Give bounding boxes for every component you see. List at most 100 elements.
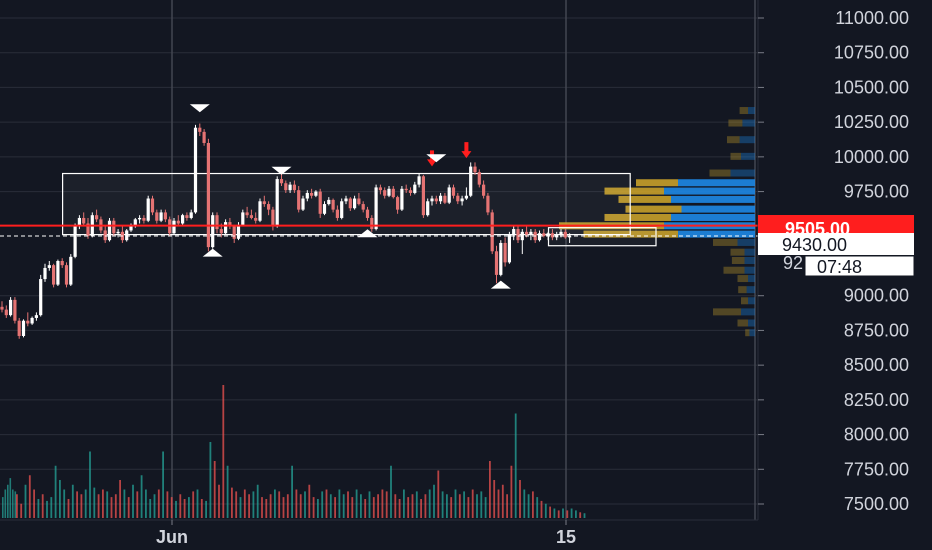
candle-body [430, 198, 434, 202]
volume-bar [89, 451, 91, 518]
volume-bar [304, 491, 306, 518]
price-tick-label: 10500.00 [834, 77, 909, 97]
candle-body [198, 127, 202, 132]
volume-bar [145, 489, 147, 518]
volume-bar [454, 489, 457, 518]
candle-body [451, 187, 456, 196]
volume-profile-down [728, 119, 743, 127]
volume-bar [67, 499, 70, 518]
candle-body [503, 242, 507, 263]
candle-body [417, 176, 421, 185]
volume-profile-down [745, 329, 750, 337]
volume-profile-up [748, 297, 755, 305]
candle-body [529, 231, 533, 235]
candle-body [434, 198, 438, 202]
candle-body [82, 217, 86, 224]
volume-profile-up [730, 169, 755, 177]
candle-body [443, 195, 447, 203]
volume-profile-down [730, 152, 741, 160]
volume-profile-down [730, 248, 745, 256]
candle-body [73, 226, 77, 257]
candle-body [181, 215, 185, 224]
candle-body [365, 209, 370, 218]
candle-body [17, 320, 21, 336]
volume-profile-up [748, 107, 755, 115]
volume-bar [540, 500, 543, 518]
volume-bar [274, 489, 276, 518]
candle-body [125, 230, 129, 241]
candle-body [421, 176, 425, 216]
volume-bar [467, 497, 470, 518]
volume-bar [239, 497, 242, 518]
candle-body [537, 233, 542, 241]
price-tick-label: 10250.00 [834, 112, 909, 132]
volume-bar [291, 465, 293, 518]
volume-profile-up [741, 152, 755, 160]
volume-bar [325, 489, 328, 518]
candle-body [348, 198, 352, 209]
volume-profile-up [742, 119, 755, 127]
volume-bar [278, 491, 281, 518]
candle-body [262, 201, 266, 205]
volume-bar [243, 489, 246, 518]
candle-body [172, 220, 176, 234]
candle-body [163, 212, 167, 220]
volume-bar [471, 489, 474, 518]
volume-bar [583, 513, 586, 518]
candle-body [400, 188, 404, 210]
marker-triangle-down [189, 104, 210, 113]
volume-bar [183, 499, 186, 518]
volume-bar [179, 494, 182, 518]
candle-body [374, 187, 378, 230]
countdown-tag-bg [804, 255, 915, 277]
volume-bar [446, 494, 448, 518]
time-axis-panel[interactable] [0, 520, 758, 550]
candle-body [219, 229, 223, 234]
volume-bar [16, 494, 18, 518]
candle-body [340, 201, 344, 218]
candle-body [241, 212, 245, 225]
candle-body [469, 166, 473, 196]
candle-body [499, 242, 503, 275]
candle-body [189, 212, 193, 218]
countdown-tag: 07:48 [817, 257, 862, 277]
candle-body [26, 320, 30, 324]
candle-body [224, 222, 228, 234]
volume-profile-up [737, 238, 755, 246]
price-tick-label: 9000.00 [844, 286, 909, 306]
candle-body [378, 187, 382, 191]
candle-body [116, 231, 120, 234]
marker-triangle-up [490, 280, 511, 289]
candle-body [133, 219, 137, 227]
volume-bar [527, 494, 530, 518]
volume-bar [63, 489, 66, 518]
volume-bar [33, 489, 35, 518]
volume-bar [119, 480, 121, 518]
volume-bar [282, 497, 285, 518]
volume-bar [231, 487, 233, 518]
volume-bar [295, 489, 298, 518]
volume-profile-up [678, 179, 755, 187]
volume-bar [553, 508, 556, 518]
volume-bar [368, 491, 371, 518]
volume-bar [71, 484, 74, 518]
candle-body [464, 195, 468, 199]
volume-profile-down [604, 213, 671, 221]
candle-body [77, 217, 81, 227]
volume-bar [317, 499, 319, 518]
candle-body [327, 199, 331, 205]
volume-bar [407, 497, 410, 518]
candle-body [460, 198, 464, 202]
candle-body [525, 231, 529, 235]
marker-triangle-up [357, 229, 378, 238]
volume-profile-up [664, 187, 755, 195]
marker-arrow-down [461, 142, 472, 159]
candle-body [284, 183, 288, 191]
candle-body [301, 198, 305, 210]
candle-body [331, 199, 335, 210]
candle-body [95, 215, 99, 220]
volume-bar [127, 497, 130, 518]
grid-lines [0, 0, 758, 520]
candle-body [550, 233, 554, 238]
